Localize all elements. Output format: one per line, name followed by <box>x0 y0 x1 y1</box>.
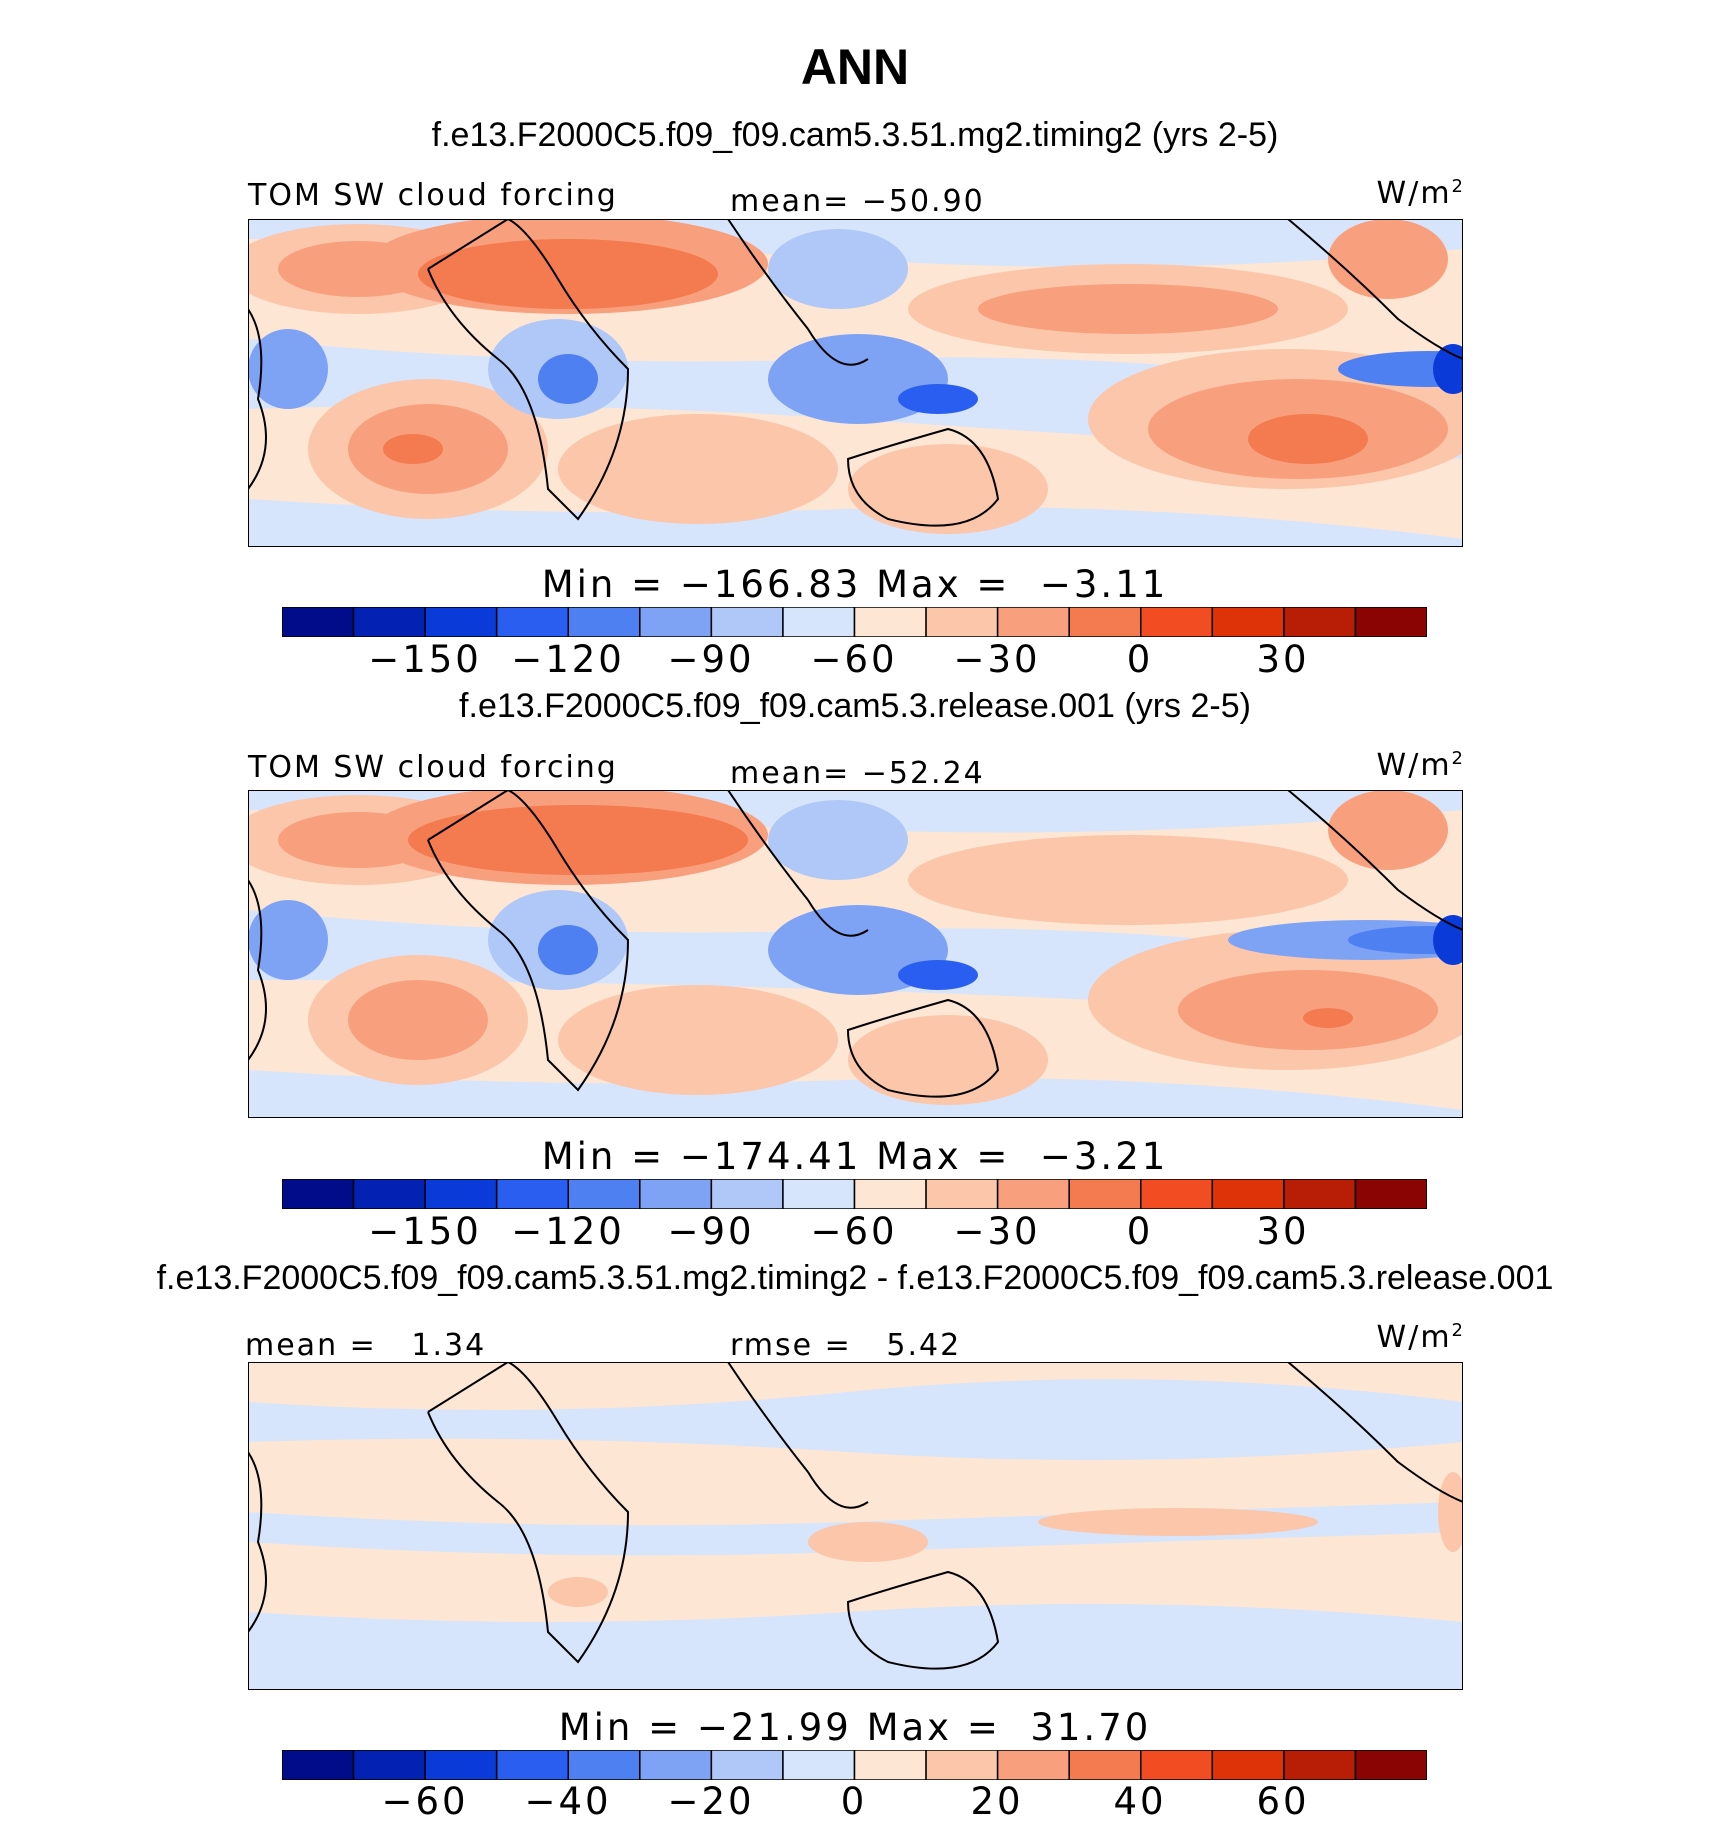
panel-3-rmse-label: rmse = 5.42 <box>730 1328 962 1363</box>
colorbar-swatch <box>495 1178 569 1210</box>
colorbar-swatch <box>782 606 856 638</box>
colorbar-swatch <box>281 1178 355 1210</box>
panel-3-colorbar-ticks: −60 −40 −20 0 20 40 60 <box>282 1780 1427 1824</box>
panel-2-units-label: W/m2 <box>1376 748 1465 783</box>
colorbar-swatch <box>710 606 784 638</box>
colorbar-swatch <box>1283 606 1357 638</box>
panel-3-mean-label: mean = 1.34 <box>245 1328 487 1363</box>
colorbar-swatch <box>1354 1749 1428 1781</box>
colorbar-swatch <box>925 606 999 638</box>
colorbar-tick: −150 <box>368 1210 482 1253</box>
colorbar-swatch <box>1211 1178 1285 1210</box>
panel-1-map <box>248 219 1463 547</box>
colorbar-tick: 0 <box>840 1780 868 1823</box>
colorbar-swatch <box>424 606 498 638</box>
colorbar-swatch <box>1283 1178 1357 1210</box>
panel-1-colorbar <box>281 606 1428 638</box>
colorbar-swatch <box>1068 1178 1142 1210</box>
colorbar-swatch <box>352 1749 426 1781</box>
colorbar-swatch <box>1140 1749 1214 1781</box>
colorbar-swatch <box>281 606 355 638</box>
panel-2-colorbar <box>281 1178 1428 1210</box>
colorbar-swatch <box>1068 606 1142 638</box>
colorbar-swatch <box>1354 1178 1428 1210</box>
colorbar-swatch <box>424 1178 498 1210</box>
colorbar-swatch <box>495 1749 569 1781</box>
colorbar-swatch <box>639 1749 713 1781</box>
colorbar-swatch <box>639 1178 713 1210</box>
colorbar-tick: 20 <box>970 1780 1024 1823</box>
colorbar-swatch <box>567 606 641 638</box>
colorbar-swatch <box>853 606 927 638</box>
colorbar-swatch <box>639 606 713 638</box>
colorbar-swatch <box>424 1749 498 1781</box>
panel-1-case-title: f.e13.F2000C5.f09_f09.cam5.3.51.mg2.timi… <box>431 116 1279 154</box>
colorbar-swatch <box>782 1178 856 1210</box>
colorbar-tick: 0 <box>1126 638 1154 681</box>
colorbar-tick: −150 <box>368 638 482 681</box>
colorbar-swatch <box>782 1749 856 1781</box>
panel-3-min-max-stats: Min = −21.99 Max = 31.70 <box>558 1706 1152 1749</box>
colorbar-tick: 30 <box>1256 638 1310 681</box>
colorbar-swatch <box>1283 1749 1357 1781</box>
panel-2-variable-label: TOM SW cloud forcing <box>248 750 618 785</box>
colorbar-swatch <box>281 1749 355 1781</box>
colorbar-tick: −90 <box>667 1210 755 1253</box>
colorbar-swatch <box>1140 606 1214 638</box>
colorbar-swatch <box>925 1178 999 1210</box>
colorbar-tick: −30 <box>953 638 1041 681</box>
panel-2-mean-label: mean= −52.24 <box>730 756 985 791</box>
colorbar-swatch <box>1211 606 1285 638</box>
colorbar-tick: −120 <box>511 638 625 681</box>
colorbar-swatch <box>996 1178 1070 1210</box>
panel-1-units-label: W/m2 <box>1376 176 1465 211</box>
panel-3-units-label: W/m2 <box>1376 1320 1465 1355</box>
colorbar-swatch <box>925 1749 999 1781</box>
colorbar-tick: −60 <box>381 1780 469 1823</box>
panel-3-case-title: f.e13.F2000C5.f09_f09.cam5.3.51.mg2.timi… <box>156 1259 1554 1297</box>
colorbar-swatch <box>1211 1749 1285 1781</box>
colorbar-swatch <box>1354 606 1428 638</box>
colorbar-swatch <box>996 1749 1070 1781</box>
panel-1-variable-label: TOM SW cloud forcing <box>248 178 618 213</box>
colorbar-tick: −20 <box>667 1780 755 1823</box>
colorbar-tick: 60 <box>1256 1780 1310 1823</box>
colorbar-swatch <box>996 606 1070 638</box>
panel-1-colorbar-ticks: −150 −120 −90 −60 −30 0 30 <box>282 638 1427 682</box>
panel-2-colorbar-ticks: −150 −120 −90 −60 −30 0 30 <box>282 1210 1427 1254</box>
colorbar-swatch <box>352 1178 426 1210</box>
panel-3-map <box>248 1362 1463 1690</box>
colorbar-tick: −60 <box>810 638 898 681</box>
colorbar-tick: −90 <box>667 638 755 681</box>
colorbar-tick: −120 <box>511 1210 625 1253</box>
panel-1-mean-label: mean= −50.90 <box>730 184 985 219</box>
colorbar-swatch <box>1068 1749 1142 1781</box>
colorbar-swatch <box>352 606 426 638</box>
panel-2-min-max-stats: Min = −174.41 Max = −3.21 <box>541 1135 1169 1178</box>
panel-2-case-title: f.e13.F2000C5.f09_f09.cam5.3.release.001… <box>459 687 1251 725</box>
colorbar-swatch <box>495 606 569 638</box>
panel-3-colorbar <box>281 1749 1428 1781</box>
colorbar-swatch <box>710 1178 784 1210</box>
panel-1-min-max-stats: Min = −166.83 Max = −3.11 <box>541 563 1169 606</box>
colorbar-tick: 0 <box>1126 1210 1154 1253</box>
colorbar-tick: −40 <box>524 1780 612 1823</box>
panel-2-map <box>248 790 1463 1118</box>
colorbar-tick: 30 <box>1256 1210 1310 1253</box>
colorbar-tick: −60 <box>810 1210 898 1253</box>
colorbar-swatch <box>567 1178 641 1210</box>
main-title: ANN <box>800 39 910 95</box>
colorbar-swatch <box>567 1749 641 1781</box>
colorbar-swatch <box>1140 1178 1214 1210</box>
colorbar-swatch <box>853 1749 927 1781</box>
colorbar-swatch <box>710 1749 784 1781</box>
colorbar-tick: −30 <box>953 1210 1041 1253</box>
colorbar-tick: 40 <box>1113 1780 1167 1823</box>
colorbar-swatch <box>853 1178 927 1210</box>
